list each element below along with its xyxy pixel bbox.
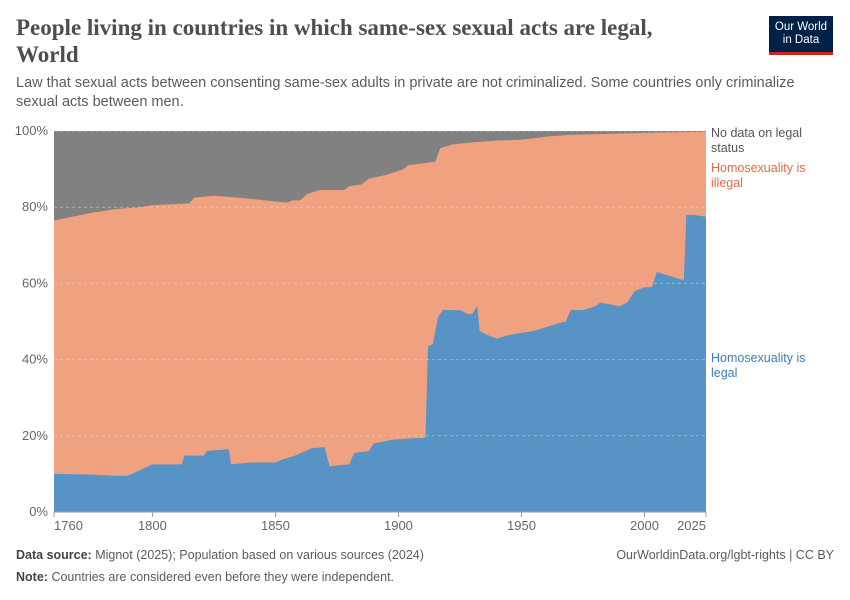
legend-illegal: Homosexuality is illegal bbox=[711, 161, 805, 190]
x-tick-label: 2025 bbox=[677, 518, 706, 533]
note: Note: Countries are considered even befo… bbox=[16, 570, 394, 584]
y-tick-label: 80% bbox=[22, 199, 48, 214]
x-tick-label: 1900 bbox=[384, 518, 413, 533]
x-tick-label: 1950 bbox=[507, 518, 536, 533]
x-tick-label: 1850 bbox=[261, 518, 290, 533]
note-text: Countries are considered even before the… bbox=[51, 570, 395, 584]
y-tick-label: 20% bbox=[22, 428, 48, 443]
area-homosexuality-legal bbox=[54, 214, 706, 512]
y-tick-label: 100% bbox=[15, 123, 49, 138]
owid-logo[interactable]: Our World in Data bbox=[769, 16, 833, 55]
source-url[interactable]: OurWorldinData.org/lgbt-rights | CC BY bbox=[616, 548, 834, 562]
y-tick-label: 60% bbox=[22, 275, 48, 290]
logo-line2: in Data bbox=[782, 34, 820, 46]
x-tick-label: 1800 bbox=[138, 518, 167, 533]
x-tick-label: 1760 bbox=[54, 518, 83, 533]
legend-legal: Homosexuality is legal bbox=[711, 351, 805, 380]
x-tick-label: 2000 bbox=[630, 518, 659, 533]
chart-subtitle: Law that sexual acts between consenting … bbox=[16, 75, 795, 110]
logo-line1: Our World bbox=[774, 21, 828, 33]
y-tick-label: 0% bbox=[29, 504, 48, 519]
source-label: Data source: bbox=[16, 548, 92, 562]
chart-title: People living in countries in which same… bbox=[16, 15, 653, 67]
legend-no-data: No data on legal status bbox=[711, 126, 802, 155]
y-tick-label: 40% bbox=[22, 352, 48, 367]
source-text: Mignot (2025); Population based on vario… bbox=[95, 548, 424, 562]
note-label: Note: bbox=[16, 570, 48, 584]
data-source: Data source: Mignot (2025); Population b… bbox=[16, 548, 424, 562]
